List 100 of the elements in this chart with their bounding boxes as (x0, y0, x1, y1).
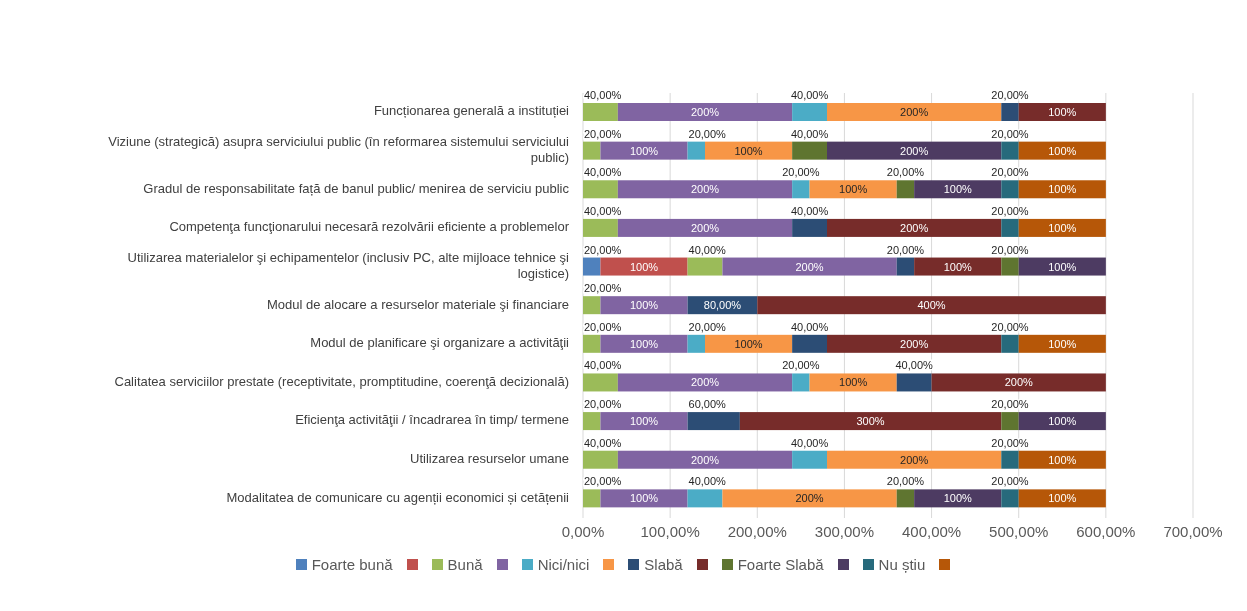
bar (687, 489, 723, 508)
bar (827, 103, 1002, 121)
legend-label: Nu știu (878, 556, 926, 573)
bar (931, 373, 1106, 392)
bar (600, 489, 688, 508)
x-tick-label: 0,00% (561, 522, 605, 540)
bar (1001, 450, 1019, 469)
data-label: 100% (629, 260, 659, 273)
bar (827, 141, 1002, 160)
bar (896, 180, 915, 199)
data-label: 100% (1048, 221, 1077, 234)
data-label: 60,00% (688, 398, 727, 411)
bar (896, 489, 915, 508)
bar (1018, 412, 1106, 431)
y-tick-label: Modul de alocare a resurselor materiale şi financiare (266, 296, 569, 312)
x-tick-label: 400,00% (901, 522, 962, 540)
bar (1001, 103, 1019, 121)
data-label: 20,00% (991, 89, 1029, 101)
bar (600, 257, 688, 276)
data-label: 20,00% (782, 166, 820, 179)
bar (896, 257, 915, 276)
y-tick-label: Gradul de responsabilitate față de banul public/ menirea de serviciu public (143, 181, 570, 197)
bar (583, 257, 601, 276)
data-label: 40,00% (790, 436, 829, 449)
data-label: 40,00% (584, 436, 622, 449)
legend-label: Nici/nici (537, 556, 590, 573)
data-label: 20,00% (991, 436, 1029, 449)
data-label: 100% (839, 376, 868, 389)
bar (1018, 141, 1106, 160)
data-label: 100% (1048, 183, 1077, 196)
bar (600, 141, 688, 160)
bar (583, 489, 601, 508)
bar (792, 141, 827, 160)
data-label: 200% (1004, 376, 1033, 389)
bar (705, 334, 793, 353)
bar (583, 296, 601, 315)
data-label: 200% (690, 221, 720, 234)
data-label: 20,00% (991, 475, 1029, 488)
bar (792, 103, 827, 121)
data-label: 100% (943, 260, 972, 273)
bar (687, 141, 705, 160)
data-label: 100% (1048, 453, 1077, 466)
data-label: 20,00% (584, 320, 622, 333)
bar (792, 218, 827, 237)
bar (792, 450, 827, 469)
legend-label: Foarte Slabă (737, 556, 824, 573)
bar (1018, 257, 1106, 276)
bar (1001, 489, 1019, 508)
data-label: 300% (856, 415, 885, 428)
data-label: 100% (943, 492, 972, 505)
bar (1001, 257, 1019, 276)
bar (1018, 450, 1106, 469)
y-tick-label: Utilizarea resurselor umane (410, 451, 569, 467)
data-label: 100% (943, 183, 972, 196)
bar (792, 180, 810, 199)
data-label: 40,00% (584, 166, 622, 179)
data-label: 20,00% (688, 127, 727, 140)
data-label: 100% (629, 415, 659, 428)
data-label: 400% (917, 299, 946, 312)
data-label: 200% (900, 144, 929, 157)
x-tick-label: 600,00% (1076, 522, 1136, 540)
data-label: 100% (1048, 415, 1077, 428)
bar (792, 334, 827, 353)
data-label: 20,00% (584, 398, 622, 411)
x-tick-label: 700,00% (1163, 522, 1223, 540)
data-label: 200% (690, 376, 720, 389)
data-label: 20,00% (886, 243, 925, 256)
y-tick-label: Eficienţa activităţii / încadrarea în timp/ termene (295, 412, 569, 428)
bar (1018, 334, 1106, 353)
data-label: 100% (629, 492, 659, 505)
y-tick-label: Modalitatea de comunicare cu agenții economici și cetățenii (226, 490, 570, 506)
x-tick-label: 500,00% (989, 522, 1049, 540)
data-label: 100% (1048, 260, 1077, 273)
data-label: 20,00% (584, 475, 622, 488)
data-label: 80,00% (703, 299, 742, 312)
data-label: 100% (1048, 337, 1077, 350)
data-label: 100% (1048, 144, 1077, 157)
bar (600, 296, 688, 315)
data-label: 20,00% (991, 243, 1029, 256)
data-label: 20,00% (991, 204, 1029, 217)
bar (687, 412, 740, 431)
data-label: 100% (734, 337, 763, 350)
bar (914, 489, 1002, 508)
data-label: 200% (690, 106, 720, 118)
data-label: 40,00% (688, 475, 727, 488)
x-tick-label: 100,00% (640, 522, 700, 540)
data-label: 20,00% (991, 127, 1029, 140)
data-label: 200% (900, 453, 929, 466)
y-tick-label: Modul de planificare şi organizare a activităţii (310, 335, 570, 351)
data-label: 20,00% (991, 398, 1029, 411)
bar (809, 180, 897, 199)
data-label: 100% (1048, 492, 1077, 505)
bar (583, 450, 618, 469)
bar (1001, 218, 1019, 237)
bar (617, 450, 793, 469)
data-label: 200% (900, 106, 929, 118)
bar (1018, 218, 1106, 237)
data-label: 40,00% (584, 89, 622, 101)
data-label: 20,00% (584, 127, 622, 140)
legend-label: Foarte bună (311, 556, 393, 573)
